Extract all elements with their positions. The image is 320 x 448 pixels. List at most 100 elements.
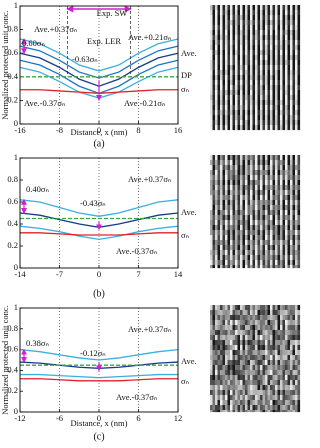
micrograph-pixel <box>240 335 243 341</box>
micrograph-pixel <box>277 340 281 346</box>
micrograph-pixel <box>275 45 278 51</box>
micrograph-pixel <box>212 355 216 361</box>
micrograph-pixel <box>242 315 246 321</box>
micrograph-pixel <box>292 305 296 311</box>
micrograph-pixel <box>250 180 253 186</box>
micrograph-pixel <box>250 70 253 76</box>
micrograph-pixel <box>237 310 241 316</box>
micrograph-pixel <box>257 360 261 366</box>
micrograph-pixel <box>245 190 248 196</box>
micrograph-pixel <box>267 365 271 371</box>
micrograph-pixel <box>262 385 266 391</box>
micrograph-pixel <box>230 370 233 376</box>
micrograph-pixel <box>277 305 281 311</box>
micrograph-pixel <box>227 325 231 331</box>
micrograph-pixel <box>275 80 278 86</box>
micrograph-pixel <box>230 95 233 101</box>
micrograph-pixel <box>232 155 236 161</box>
micrograph-pixel <box>215 405 218 411</box>
micrograph-pixel <box>260 325 263 331</box>
micrograph-pixel <box>265 55 268 61</box>
micrograph-pixel <box>280 115 283 121</box>
micrograph-pixel <box>292 185 296 191</box>
micrograph-pixel <box>237 75 241 81</box>
micrograph-pixel <box>255 20 258 26</box>
micrograph-pixel <box>265 120 268 126</box>
micrograph-pixel <box>212 65 216 71</box>
micrograph-pixel <box>260 355 263 361</box>
micrograph-pixel <box>247 370 251 376</box>
micrograph-pixel <box>245 395 248 401</box>
micrograph-pixel <box>255 175 258 181</box>
micrograph-pixel <box>252 175 256 181</box>
micrograph-pixel <box>275 230 278 236</box>
micrograph-pixel <box>232 30 236 36</box>
micrograph-pixel <box>270 80 273 86</box>
micrograph-pixel <box>210 115 213 121</box>
micrograph-pixel <box>240 110 243 116</box>
micrograph-pixel <box>275 405 278 411</box>
micrograph-pixel <box>280 95 283 101</box>
micrograph-pixel <box>282 110 286 116</box>
micrograph-pixel <box>272 160 276 166</box>
micrograph-pixel <box>287 265 291 269</box>
micrograph-pixel <box>270 110 273 116</box>
micrograph-pixel <box>262 210 266 216</box>
panel-label: (a) <box>93 138 104 149</box>
micrograph-pixel <box>247 205 251 211</box>
micrograph-pixel <box>290 265 293 269</box>
micrograph-pixel <box>235 105 238 111</box>
micrograph-pixel <box>252 355 256 361</box>
micrograph-pixel <box>265 85 268 91</box>
micrograph-pixel <box>220 240 223 246</box>
micrograph-pixel <box>297 175 301 181</box>
series-line <box>19 225 179 241</box>
micrograph-pixel <box>225 265 228 269</box>
micrograph-pixel <box>297 155 301 161</box>
micrograph-pixel <box>232 310 236 316</box>
micrograph-pixel <box>277 115 281 121</box>
micrograph-pixel <box>225 230 228 236</box>
micrograph-pixel <box>242 110 246 116</box>
micrograph-pixel <box>235 120 238 126</box>
micrograph-pixel <box>237 50 241 56</box>
micrograph-pixel <box>235 405 238 411</box>
micrograph-pixel <box>297 330 301 336</box>
micrograph-pixel <box>290 235 293 241</box>
micrograph-pixel <box>262 90 266 96</box>
micrograph-pixel <box>255 375 258 381</box>
micrograph-pixel <box>217 410 221 413</box>
micrograph-pixel <box>222 375 226 381</box>
micrograph-pixel <box>260 160 263 166</box>
micrograph-pixel <box>292 325 296 331</box>
micrograph-pixel <box>272 255 276 261</box>
micrograph-pixel <box>230 220 233 226</box>
series-label: Ave. <box>181 48 197 58</box>
micrograph-pixel <box>275 210 278 216</box>
micrograph-pixel <box>277 70 281 76</box>
micrograph-pixel <box>292 255 296 261</box>
micrograph-pixel <box>247 330 251 336</box>
micrograph-pixel <box>240 330 243 336</box>
micrograph-pixel <box>260 310 263 316</box>
micrograph-pixel <box>245 125 248 131</box>
micrograph-pixel <box>282 335 286 341</box>
micrograph-pixel <box>250 125 253 131</box>
micrograph-pixel <box>212 325 216 331</box>
micrograph-pixel <box>247 25 251 31</box>
micrograph-pixel <box>242 400 246 406</box>
micrograph-pixel <box>260 225 263 231</box>
micrograph-pixel <box>260 200 263 206</box>
micrograph-pixel <box>237 180 241 186</box>
micrograph-pixel <box>272 115 276 121</box>
micrograph-pixel <box>242 65 246 71</box>
micrograph-pixel <box>262 65 266 71</box>
micrograph-pixel <box>255 55 258 61</box>
micrograph-pixel <box>242 230 246 236</box>
micrograph-pixel <box>212 25 216 31</box>
micrograph-pixel <box>220 165 223 171</box>
micrograph-pixel <box>237 250 241 256</box>
micrograph-pixel <box>270 20 273 26</box>
micrograph-pixel <box>282 320 286 326</box>
micrograph-pixel <box>240 100 243 106</box>
